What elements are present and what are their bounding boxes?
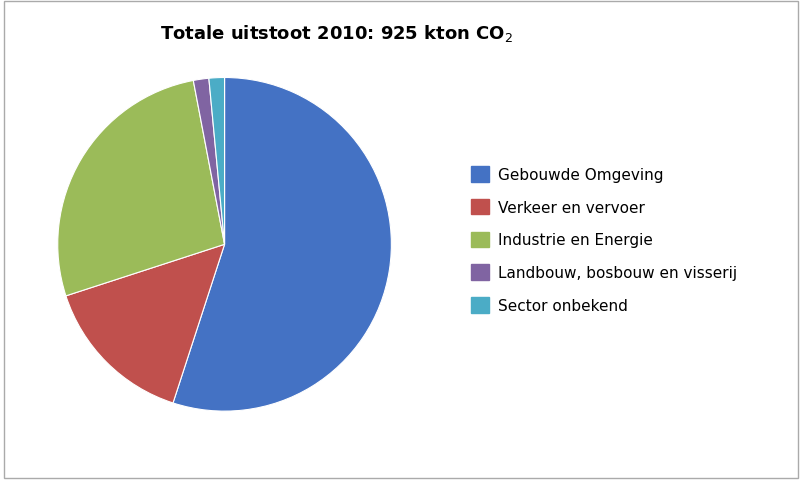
Wedge shape	[58, 81, 225, 296]
Text: Totale uitstoot 2010: 925 kton CO$_2$: Totale uitstoot 2010: 925 kton CO$_2$	[160, 23, 513, 44]
Legend: Gebouwde Omgeving, Verkeer en vervoer, Industrie en Energie, Landbouw, bosbouw e: Gebouwde Omgeving, Verkeer en vervoer, I…	[465, 160, 743, 320]
Wedge shape	[193, 79, 225, 245]
Wedge shape	[173, 78, 391, 411]
Wedge shape	[66, 245, 225, 403]
Wedge shape	[209, 78, 225, 245]
